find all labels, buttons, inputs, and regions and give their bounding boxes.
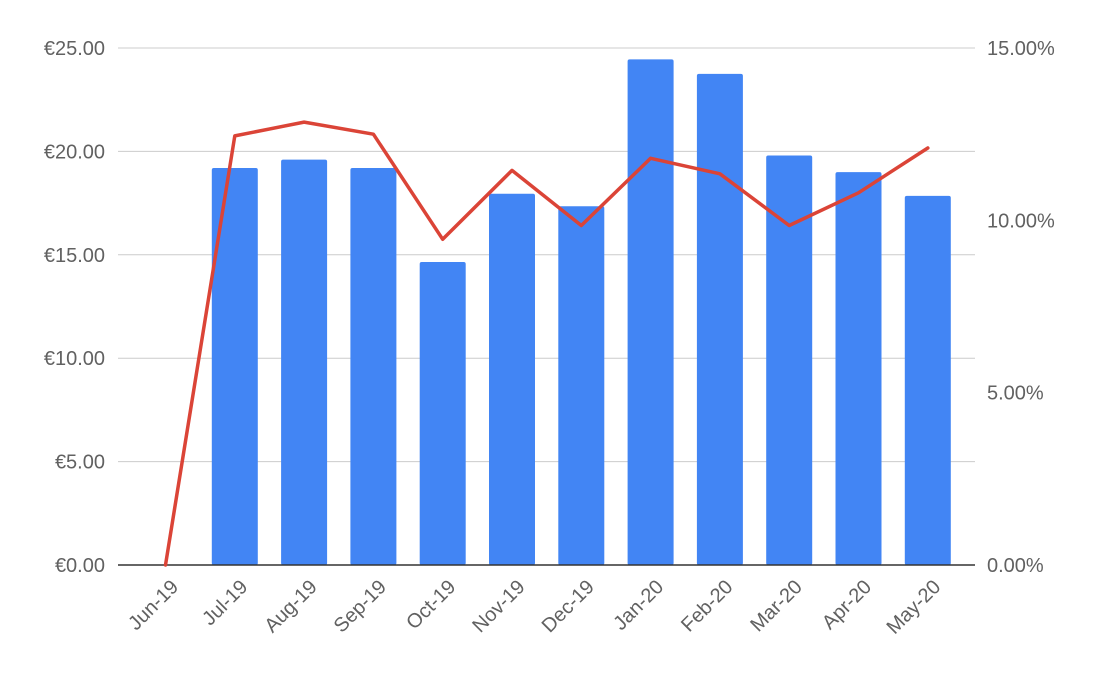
x-tick-label: Aug-19: [260, 576, 321, 637]
bar: [627, 59, 674, 566]
series-line: [163, 120, 930, 567]
y-right-tick-label: 0.00%: [987, 555, 1044, 577]
x-tick-label: Feb-20: [677, 576, 737, 636]
bar: [419, 262, 466, 565]
bar: [696, 73, 743, 565]
x-tick-label: May-20: [883, 576, 946, 639]
gridlines: [118, 47, 975, 463]
x-tick-label: Apr-20: [818, 576, 876, 634]
y-left-tick-label: €15.00: [44, 245, 105, 267]
bar: [350, 167, 397, 565]
bar: [835, 172, 882, 565]
bar: [489, 193, 535, 565]
bar-series: [211, 59, 951, 566]
y-left-tick-label: €10.00: [44, 348, 105, 370]
x-tick-label: Jul-19: [198, 576, 252, 630]
y-right-tick-label: 5.00%: [987, 383, 1044, 405]
x-tick-label: Jun-19: [124, 576, 183, 635]
x-tick-label: Mar-20: [746, 576, 806, 636]
x-axis: Jun-19 Jul-19 Aug-19 Sep-19 Oct-19 Nov-19 Dec-…: [124, 576, 945, 639]
bar: [281, 159, 328, 565]
y-left-tick-label: €5.00: [55, 452, 105, 474]
y-right-tick-label: 15.00%: [987, 38, 1055, 60]
bar: [766, 155, 813, 565]
x-tick-label: Oct-19: [402, 576, 460, 634]
x-tick-label: Sep-19: [330, 576, 391, 637]
bar: [558, 206, 605, 565]
line-series: [163, 120, 930, 567]
y-axis-right: 0.00% 5.00% 10.00% 15.00%: [987, 38, 1055, 577]
y-left-tick-label: €25.00: [44, 38, 105, 60]
x-tick-label: Dec-19: [538, 576, 599, 637]
x-tick-label: Jan-20: [609, 576, 668, 635]
y-right-tick-label: 10.00%: [987, 210, 1055, 232]
bar: [211, 167, 258, 565]
y-left-tick-label: €0.00: [55, 555, 105, 577]
x-tick-label: Nov-19: [468, 576, 529, 637]
y-axis-left: €0.00 €5.00 €10.00 €15.00 €20.00 €25.00: [44, 38, 105, 577]
bar: [904, 195, 951, 565]
y-left-tick-label: €20.00: [44, 141, 105, 163]
